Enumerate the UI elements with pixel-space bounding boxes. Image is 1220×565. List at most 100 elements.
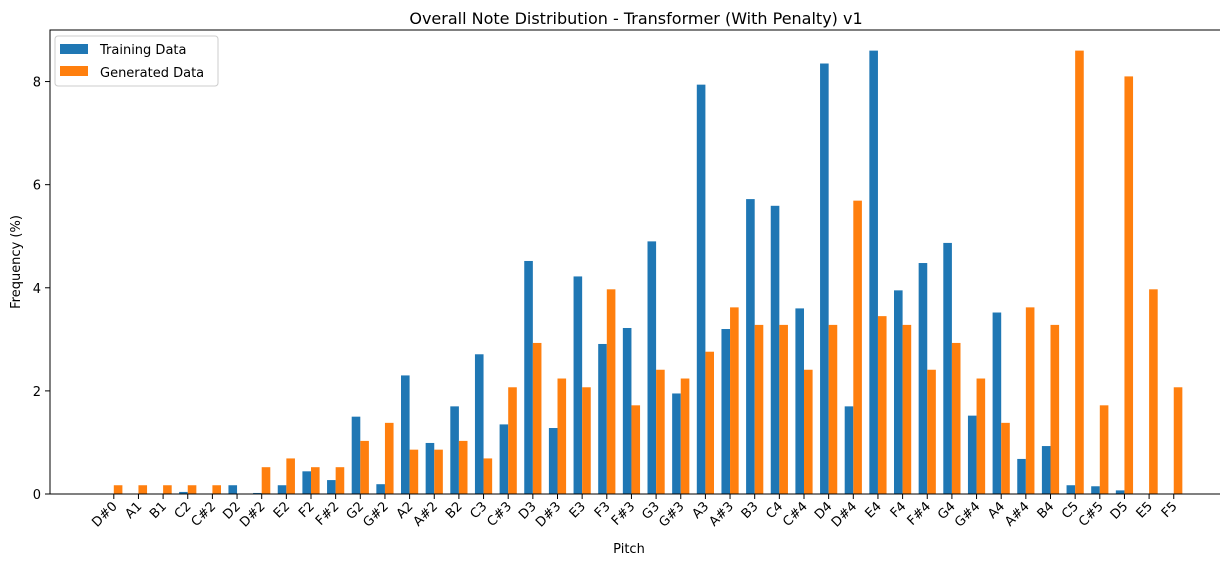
bar-generated-F#3 <box>631 405 641 494</box>
legend-box <box>54 35 219 87</box>
x-tick-label: F#3 <box>609 499 638 528</box>
y-tick-label: 0 <box>33 488 41 503</box>
bar-training-C2 <box>179 491 188 494</box>
bar-training-G#2 <box>376 484 385 494</box>
bar-generated-C#5 <box>1099 405 1109 494</box>
bar-generated-D3 <box>532 342 542 494</box>
bar-generated-C#3 <box>508 387 517 494</box>
x-tick-label: B2 <box>443 499 466 522</box>
y-tick-label: 2 <box>33 385 41 400</box>
x-tick-label: A#2 <box>411 499 441 529</box>
x-tick-label: G#2 <box>360 499 391 530</box>
bar-generated-F#2 <box>335 467 345 494</box>
y-tick-label: 6 <box>33 179 41 194</box>
x-tick-label: G#3 <box>656 499 687 530</box>
bar-generated-C#4 <box>804 369 813 494</box>
bar-training-D2 <box>228 485 238 494</box>
x-tick-label: E5 <box>1134 499 1156 521</box>
bar-generated-F2 <box>311 467 320 494</box>
bar-training-D4 <box>820 63 829 494</box>
x-tick-label: E4 <box>863 499 885 521</box>
bar-training-G#4 <box>967 415 977 494</box>
bar-training-F#2 <box>327 480 336 494</box>
bar-generated-E2 <box>286 458 295 494</box>
bar-generated-C4 <box>779 324 788 494</box>
bar-training-F2 <box>302 471 311 494</box>
bar-generated-D#3 <box>557 378 567 494</box>
bar-training-C#3 <box>499 424 509 494</box>
bar-training-F3 <box>598 343 607 494</box>
bar-training-D5 <box>1115 490 1125 494</box>
legend: Training Data Generated Data <box>54 35 219 87</box>
x-tick-label: D5 <box>1108 499 1132 523</box>
x-tick-label: D#3 <box>533 499 564 530</box>
y-tick-label: 8 <box>33 76 41 91</box>
bar-generated-A#3 <box>730 307 739 494</box>
bar-generated-D4 <box>828 324 838 494</box>
x-tick-label: F5 <box>1159 499 1181 521</box>
bar-training-A#2 <box>425 442 435 494</box>
bar-training-E2 <box>277 485 287 494</box>
bar-generated-C#2 <box>212 485 221 494</box>
bar-generated-G3 <box>656 369 665 494</box>
bar-generated-C3 <box>483 458 493 494</box>
bar-generated-F3 <box>606 289 616 494</box>
bar-training-A#4 <box>1017 458 1026 494</box>
x-axis: D#0 A1 B1 C2C#2 D2D#2 E2 F2F#2 G2G#2 A2A#2 B2 C3C#… <box>89 494 1181 531</box>
x-tick-label: A#3 <box>706 499 736 529</box>
bar-training-G4 <box>943 242 952 494</box>
x-tick-label: B4 <box>1035 499 1058 522</box>
bar-generated-E3 <box>582 387 591 494</box>
bar-training-B2 <box>450 406 459 494</box>
bar-training-F#4 <box>918 263 928 494</box>
bar-training-B3 <box>746 199 755 494</box>
x-tick-label: A1 <box>123 499 146 522</box>
bar-training-G3 <box>647 241 657 494</box>
bar-generated-B1 <box>163 485 172 494</box>
x-tick-label: F#2 <box>313 499 342 528</box>
bar-training-D#3 <box>548 428 558 494</box>
bar-generated-G#4 <box>976 378 986 494</box>
plot-frame <box>49 29 1220 495</box>
bar-training-D#4 <box>844 406 854 494</box>
bar-training-C#5 <box>1091 486 1100 494</box>
bar-generated-B2 <box>458 440 468 494</box>
legend-label-generated: Generated Data <box>100 66 204 81</box>
legend-swatch-training <box>60 44 88 54</box>
bar-generated-F5 <box>1173 387 1183 494</box>
bar-training-C3 <box>474 354 484 494</box>
bar-generated-D#2 <box>261 467 271 494</box>
bar-training-B4 <box>1041 446 1051 494</box>
x-axis-label: Pitch <box>613 542 645 557</box>
x-tick-label: D#0 <box>89 499 120 530</box>
bar-training-F#3 <box>622 327 632 494</box>
bar-generated-E5 <box>1149 289 1158 494</box>
bar-generated-G#3 <box>680 378 690 494</box>
bar-generated-D5 <box>1124 76 1134 495</box>
x-tick-label: G#4 <box>952 499 983 530</box>
bar-training-A2 <box>401 375 410 494</box>
bar-generated-A#2 <box>434 449 443 494</box>
bar-training-G#3 <box>672 393 681 494</box>
bar-training-A3 <box>696 84 706 495</box>
bar-generated-E4 <box>877 316 887 494</box>
bar-training-A#3 <box>721 329 731 494</box>
x-tick-label: F#4 <box>905 499 934 528</box>
bar-training-E3 <box>573 276 583 494</box>
bar-generated-A4 <box>1001 422 1010 494</box>
bar-generated-A#4 <box>1025 307 1035 494</box>
y-tick-label: 4 <box>33 282 41 297</box>
bar-training-A4 <box>992 312 1002 494</box>
plot-area <box>113 50 1183 495</box>
x-tick-label: B1 <box>147 499 170 522</box>
bar-generated-G4 <box>951 342 961 494</box>
bar-training-C#4 <box>795 308 804 494</box>
bar-training-F4 <box>894 290 903 494</box>
bar-training-C4 <box>770 205 780 495</box>
bar-generated-C5 <box>1075 50 1084 495</box>
x-tick-label: A#4 <box>1002 499 1032 529</box>
bar-generated-B3 <box>754 324 764 494</box>
bar-generated-A2 <box>409 449 419 494</box>
legend-label-training: Training Data <box>99 43 186 58</box>
